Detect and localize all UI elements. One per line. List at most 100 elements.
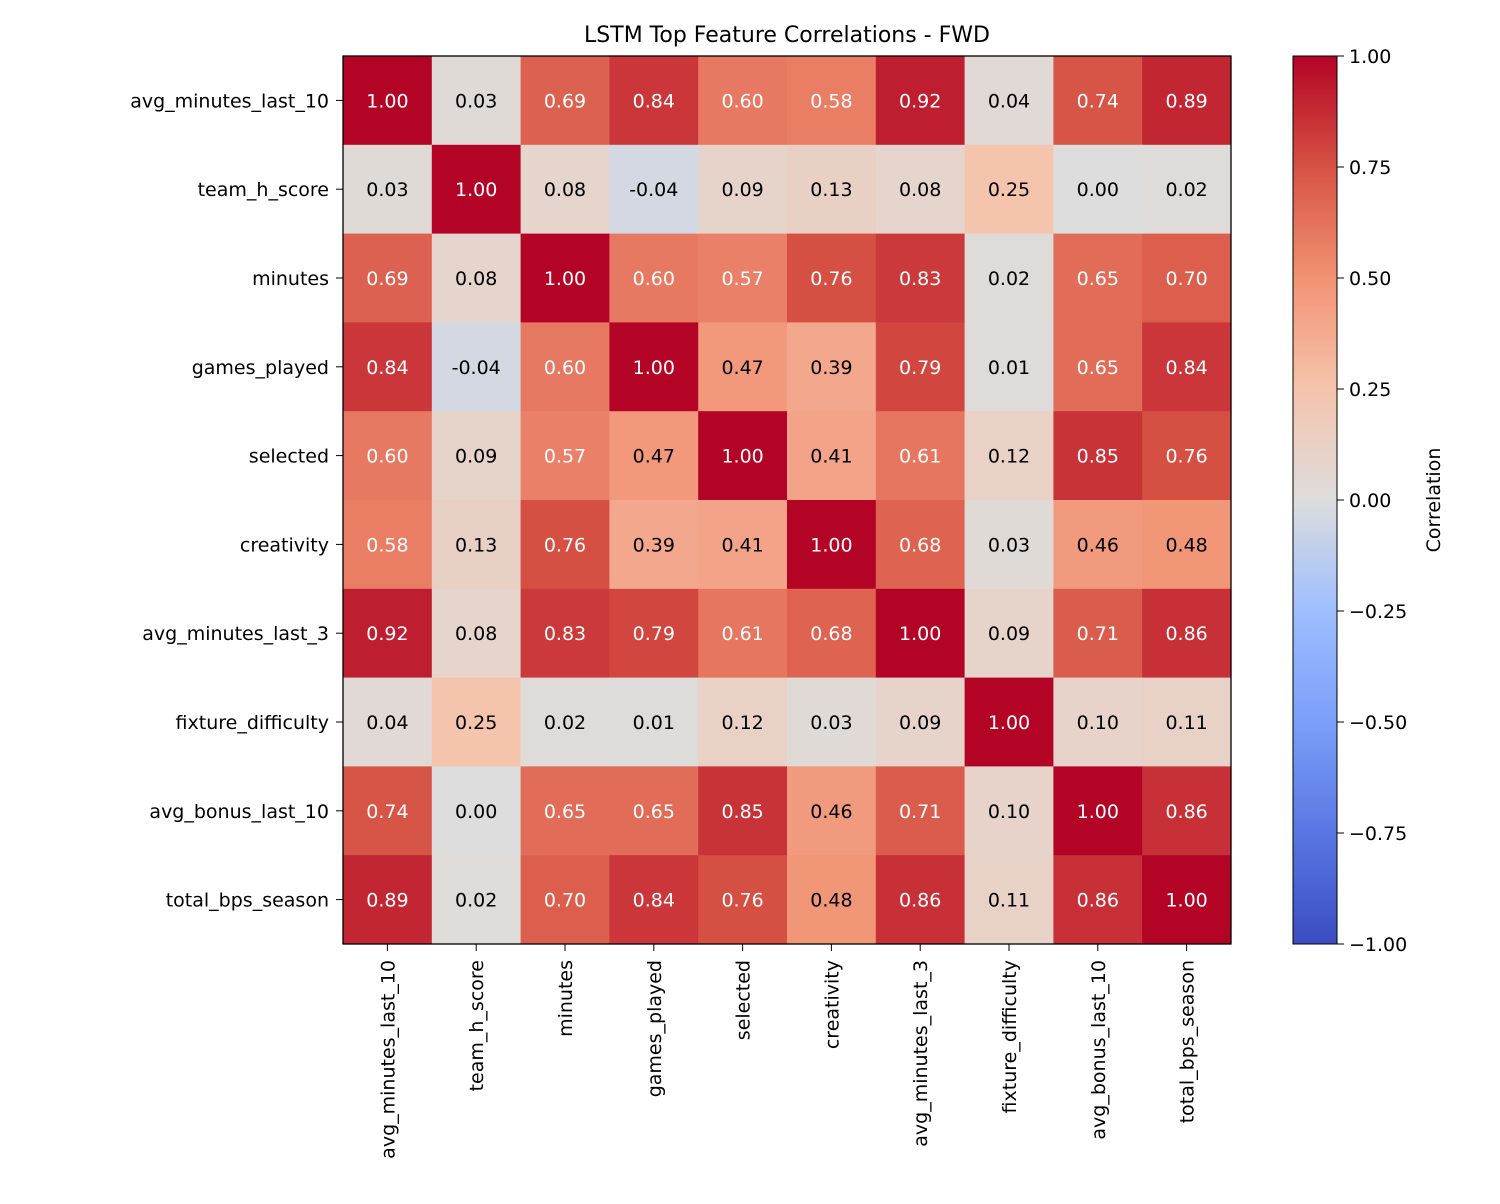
heatmap-cell: [787, 233, 877, 323]
heatmap-cell: [520, 500, 610, 590]
heatmap-cell: [1053, 500, 1143, 590]
heatmap-cell-value: 0.41: [810, 446, 852, 468]
heatmap-cell: [431, 322, 521, 412]
heatmap-cell-value: 0.48: [810, 890, 852, 912]
heatmap-cell-value: 0.57: [721, 268, 763, 290]
heatmap-cell-value: 0.48: [1165, 534, 1207, 556]
heatmap-cell: [787, 766, 877, 856]
heatmap-cell: [520, 411, 610, 501]
heatmap-cell-value: 0.60: [366, 446, 408, 468]
heatmap-cell: [875, 322, 965, 412]
heatmap-cell: [431, 144, 521, 234]
heatmap-cell-value: 0.03: [455, 90, 497, 112]
heatmap-cell: [343, 322, 433, 412]
heatmap-cell: [431, 766, 521, 856]
heatmap-cell-value: 0.76: [1165, 446, 1207, 468]
heatmap-cell: [964, 855, 1054, 945]
y-tick-label: avg_bonus_last_10: [149, 801, 329, 823]
y-tick-label: team_h_score: [198, 179, 329, 201]
heatmap-cell: [343, 855, 433, 945]
heatmap-cell: [431, 56, 521, 146]
heatmap-cell: [343, 500, 433, 590]
heatmap-cell-value: 0.60: [633, 268, 675, 290]
y-tick-label: selected: [249, 446, 329, 468]
heatmap-cell-value: 0.11: [1165, 712, 1207, 734]
heatmap-cell: [875, 500, 965, 590]
heatmap-cell: [343, 411, 433, 501]
heatmap-cell-value: 0.47: [721, 357, 763, 379]
heatmap-cell: [964, 766, 1054, 856]
heatmap-cell-value: 0.08: [899, 179, 941, 201]
heatmap-cell-value: 0.65: [1077, 357, 1119, 379]
heatmap-cell: [964, 411, 1054, 501]
heatmap-cell: [964, 588, 1054, 678]
heatmap-cell: [343, 677, 433, 767]
heatmap-cell-value: 0.02: [1165, 179, 1207, 201]
heatmap-cell: [520, 588, 610, 678]
heatmap-cell-value: 0.86: [1165, 623, 1207, 645]
heatmap-cell: [609, 144, 699, 234]
heatmap-cell: [787, 500, 877, 590]
heatmap-cell-value: 0.70: [1165, 268, 1207, 290]
heatmap-cell: [698, 322, 788, 412]
heatmap-cell: [609, 322, 699, 412]
heatmap-cell-value: 0.65: [544, 801, 586, 823]
heatmap-cell-value: 0.76: [810, 268, 852, 290]
colorbar-tick-label: −0.75: [1349, 823, 1407, 845]
heatmap-cell-value: 0.00: [1077, 179, 1119, 201]
heatmap-cell-value: 1.00: [899, 623, 941, 645]
heatmap-cell-value: 0.58: [810, 90, 852, 112]
heatmap-cell-value: 0.83: [899, 268, 941, 290]
colorbar-tick-label: −1.00: [1349, 934, 1407, 956]
heatmap-cell-value: 0.61: [899, 446, 941, 468]
heatmap-cell: [787, 56, 877, 146]
heatmap-cell: [875, 233, 965, 323]
heatmap-cell-value: 0.08: [544, 179, 586, 201]
heatmap-cell-value: 1.00: [366, 90, 408, 112]
heatmap-cell-value: 0.03: [810, 712, 852, 734]
heatmap-cell-value: 0.46: [810, 801, 852, 823]
heatmap-cell-value: 0.02: [544, 712, 586, 734]
heatmap-cell: [609, 677, 699, 767]
heatmap-cell: [609, 766, 699, 856]
heatmap-cell-value: 0.60: [721, 90, 763, 112]
colorbar-tick-label: 0.50: [1349, 268, 1391, 290]
colorbar-tick-label: 0.75: [1349, 157, 1391, 179]
heatmap-cell-value: 0.84: [1165, 357, 1207, 379]
heatmap-cell: [431, 677, 521, 767]
heatmap-cell-value: 0.08: [455, 268, 497, 290]
heatmap-cell-value: 0.10: [988, 801, 1030, 823]
heatmap-cell: [698, 588, 788, 678]
heatmap-cell-value: 0.83: [544, 623, 586, 645]
heatmap-cell-value: 0.02: [455, 890, 497, 912]
heatmap-cell-value: 0.89: [1165, 90, 1207, 112]
heatmap-cell-value: 0.85: [721, 801, 763, 823]
heatmap-cell-value: 0.76: [544, 534, 586, 556]
heatmap-cell-value: 0.04: [988, 90, 1030, 112]
y-tick-label: fixture_difficulty: [176, 712, 329, 734]
colorbar-tick-label: 1.00: [1349, 46, 1391, 68]
y-tick-label: minutes: [252, 268, 329, 290]
heatmap-cell-value: 0.70: [544, 890, 586, 912]
colorbar: [1292, 55, 1338, 945]
heatmap-cell-value: 0.79: [633, 623, 675, 645]
heatmap-cell-value: 0.74: [366, 801, 408, 823]
heatmap-cell-value: 0.58: [366, 534, 408, 556]
x-tick-label: creativity: [821, 960, 843, 1049]
heatmap-cell: [964, 144, 1054, 234]
heatmap-cell-value: 1.00: [455, 179, 497, 201]
heatmap-cell-value: 0.57: [544, 446, 586, 468]
heatmap-cell: [875, 855, 965, 945]
heatmap-cell: [1142, 144, 1232, 234]
heatmap-cell: [1053, 411, 1143, 501]
heatmap-cell: [787, 855, 877, 945]
heatmap-cell-value: 0.65: [1077, 268, 1119, 290]
heatmap-cell-value: 1.00: [810, 534, 852, 556]
heatmap-cell-labels: 1.00 0.03 0.69 0.84 0.60 0.58 0.92 0.04 0.74 0.89…: [366, 90, 1208, 911]
heatmap-cell-value: 1.00: [721, 446, 763, 468]
y-tick-label: creativity: [240, 534, 329, 556]
heatmap-cell-value: 0.84: [633, 890, 675, 912]
x-tick-label: team_h_score: [466, 960, 488, 1091]
heatmap-cell-value: 0.71: [899, 801, 941, 823]
heatmap-cells: [343, 56, 1232, 945]
